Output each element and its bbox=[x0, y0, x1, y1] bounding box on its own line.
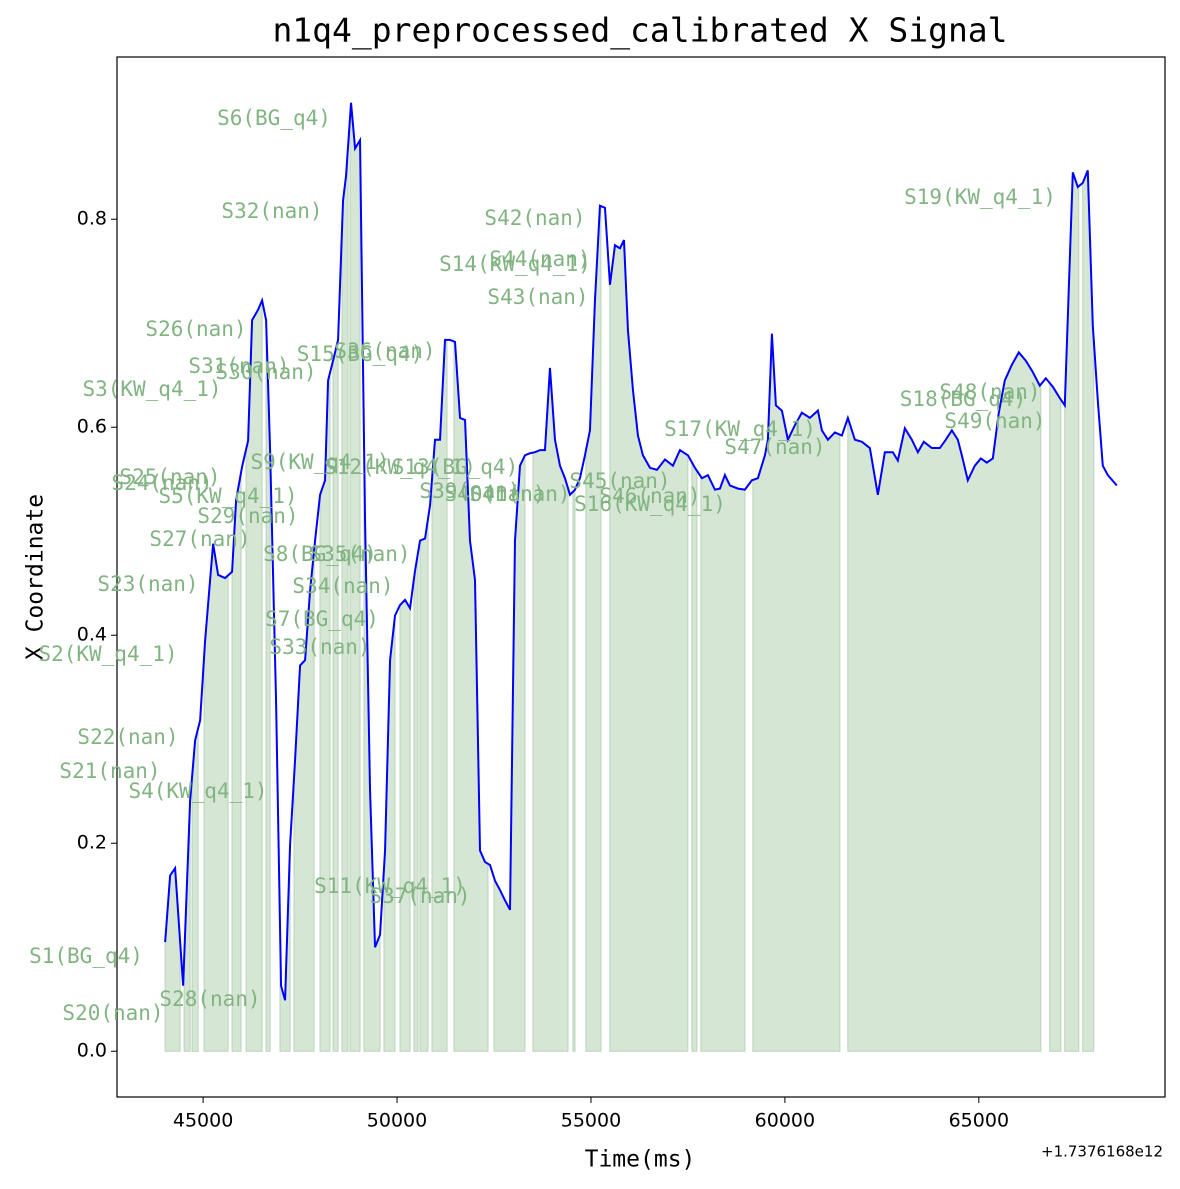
shaded-span bbox=[493, 455, 526, 1052]
annotation: S39(nan) bbox=[419, 479, 520, 503]
annotation: S9(KW_q4_1) bbox=[250, 450, 389, 474]
y-tick-label: 0.8 bbox=[77, 208, 107, 230]
annotation: S21(nan) bbox=[59, 759, 160, 783]
x-offset-label: +1.7376168e12 bbox=[1041, 1143, 1163, 1161]
x-tick-label: 65000 bbox=[949, 1110, 1009, 1132]
annotation: S7(BG_q4) bbox=[265, 607, 379, 631]
annotation: S35(nan) bbox=[309, 542, 410, 566]
shaded-span bbox=[453, 340, 489, 1052]
annotation: S46(nan) bbox=[599, 484, 700, 508]
x-tick-label: 50000 bbox=[367, 1110, 427, 1132]
shaded-span bbox=[399, 599, 411, 1052]
data-line bbox=[164, 102, 1118, 1001]
shaded-span bbox=[609, 239, 689, 1052]
annotation: S32(nan) bbox=[221, 199, 322, 223]
shaded-span bbox=[572, 488, 576, 1052]
annotation: S15(BG_q4) bbox=[297, 342, 423, 366]
annotation: S18(BG_q4) bbox=[900, 387, 1026, 411]
y-tick-label: 0.6 bbox=[77, 416, 107, 438]
annotation: S43(nan) bbox=[487, 285, 588, 309]
shaded-span bbox=[691, 460, 698, 1052]
annotation: S36(nan) bbox=[334, 339, 435, 363]
shaded-span bbox=[419, 518, 429, 1052]
annotation: S25(nan) bbox=[119, 465, 220, 489]
annotation: S6(BG_q4) bbox=[217, 106, 331, 130]
annotation: S45(nan) bbox=[569, 469, 670, 493]
y-tick-label: 0.2 bbox=[77, 832, 107, 854]
y-axis-label: X Coordinate bbox=[23, 494, 49, 660]
annotation: S41(nan) bbox=[469, 482, 570, 506]
annotation: S34(nan) bbox=[292, 574, 393, 598]
annotation: S13(BG_q4) bbox=[392, 455, 518, 479]
annotation: S14(KW_q4_1) bbox=[439, 252, 591, 276]
annotation: S8(BG_q4) bbox=[263, 542, 377, 566]
y-tick-label: 0.0 bbox=[77, 1040, 107, 1062]
annotation: S22(nan) bbox=[77, 725, 178, 749]
plot-frame bbox=[116, 56, 1166, 1098]
shaded-span bbox=[1064, 172, 1080, 1052]
annotation: S33(nan) bbox=[269, 635, 370, 659]
annotation: S49(nan) bbox=[944, 409, 1045, 433]
annotation: S24(nan) bbox=[111, 471, 212, 495]
annotation: S20(nan) bbox=[62, 1001, 163, 1025]
x-tick-label: 60000 bbox=[755, 1110, 815, 1132]
x-axis-label: Time(ms) bbox=[585, 1147, 696, 1173]
shaded-span bbox=[700, 473, 746, 1052]
annotation: S11(KW_q4_1) bbox=[314, 874, 466, 898]
annotation: S5(KW_q4_1) bbox=[158, 484, 297, 508]
annotation: S40(nan) bbox=[444, 482, 545, 506]
chart-title: n1q4_preprocessed_calibrated X Signal bbox=[272, 11, 1007, 51]
annotation: S23(nan) bbox=[97, 572, 198, 596]
annotation: S29(nan) bbox=[197, 504, 298, 528]
annotation: S17(KW_q4_1) bbox=[664, 417, 816, 441]
annotation: S30(nan) bbox=[215, 360, 316, 384]
annotation: S31(nan) bbox=[188, 354, 289, 378]
annotation: S19(KW_q4_1) bbox=[904, 185, 1056, 209]
annotation: S3(KW_q4_1) bbox=[82, 377, 221, 401]
shaded-span bbox=[413, 552, 419, 1052]
annotation: S26(nan) bbox=[145, 317, 246, 341]
annotation: S1(BG_q4) bbox=[29, 944, 143, 968]
annotation: S27(nan) bbox=[149, 527, 250, 551]
annotation: S16(KW_q4_1) bbox=[574, 492, 726, 516]
annotation: S48(nan) bbox=[939, 380, 1040, 404]
annotation: S28(nan) bbox=[159, 987, 260, 1011]
annotation: S42(nan) bbox=[484, 206, 585, 230]
shaded-span bbox=[332, 339, 339, 1052]
x-tick-label: 55000 bbox=[561, 1110, 621, 1132]
annotation: S44(nan) bbox=[489, 247, 590, 271]
annotation: S12(KW_q4_1) bbox=[324, 455, 476, 479]
y-tick-label: 0.4 bbox=[77, 624, 107, 646]
annotation: S37(nan) bbox=[369, 884, 470, 908]
annotation: S2(KW_q4_1) bbox=[38, 642, 177, 666]
x-tick-label: 45000 bbox=[173, 1110, 233, 1132]
annotation: S47(nan) bbox=[724, 435, 825, 459]
shaded-span bbox=[1049, 381, 1062, 1052]
shaded-span bbox=[341, 146, 349, 1052]
shaded-span bbox=[847, 351, 1042, 1052]
annotation: S4(KW_q4_1) bbox=[128, 779, 267, 803]
shaded-span bbox=[363, 443, 381, 1052]
